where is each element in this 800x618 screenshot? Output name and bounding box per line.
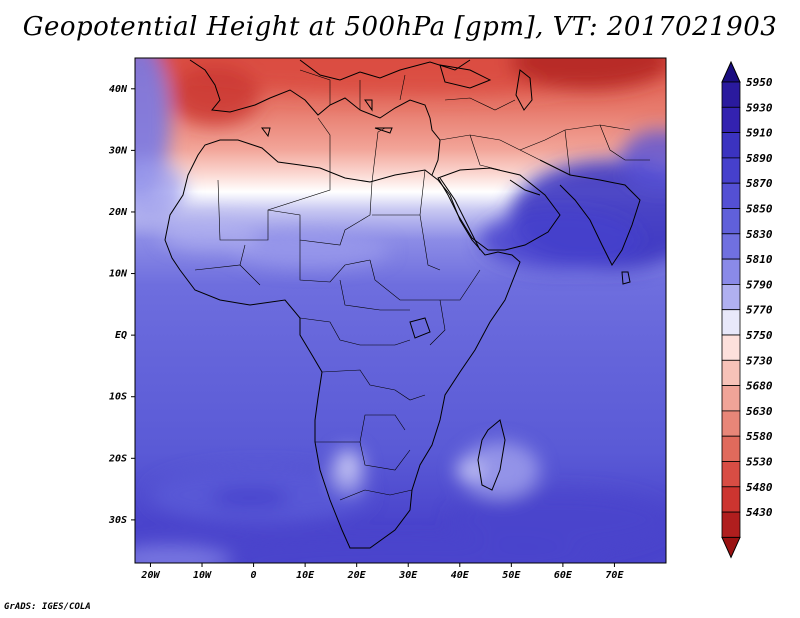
colorbar-swatch [721,157,741,184]
colorbar-swatch [721,511,741,538]
colorbar-label: 5850 [746,203,773,216]
colorbar-swatch [721,410,741,437]
colorbar-swatch [721,106,741,134]
lat-tick-label: 10N [109,269,128,280]
plot-frame [134,57,667,564]
colorbar-label: 5530 [746,456,773,469]
colorbar-label: 5810 [746,253,773,266]
lon-tick-label: 40E [451,570,470,581]
colorbar-swatch [721,208,741,235]
colorbar-label: 5580 [746,430,773,443]
colorbar-label: 5680 [746,380,773,393]
lon-tick-label: 20E [347,570,367,581]
colorbar: 5950 5930 5910 5890 5870 5850 5830 5810 5790 5770… [721,60,773,559]
colorbar-label: 5950 [746,76,773,89]
colorbar-swatch [721,435,741,462]
colorbar-swatch [721,258,741,285]
colorbar-min-triangle [721,536,741,559]
colorbar-swatch [721,486,741,513]
colorbar-label: 5910 [746,127,773,140]
colorbar-label: 5730 [746,354,773,367]
lat-tick-label: 20S [108,453,127,464]
colorbar-label: 5830 [746,228,773,241]
geopotential-field [135,58,666,563]
colorbar-swatch [721,182,741,209]
lat-tick-label: 30N [108,145,128,156]
colorbar-swatch [721,359,741,386]
country-borders [194,69,650,501]
colorbar-swatch [721,461,741,488]
colorbar-label: 5930 [746,101,773,114]
colorbar-swatch [721,334,741,361]
colorbar-label: 5630 [746,405,773,418]
lon-tick-label: 50E [502,570,521,581]
colorbar-label: 5890 [746,152,773,165]
lon-tick-label: 10E [296,570,315,581]
lon-tick-label: 60E [554,570,573,581]
lat-tick-label: EQ [115,330,127,341]
lat-tick-label: 20N [108,207,128,218]
lat-ticks: 40N 30N 20N 10N EQ 10S 20S 30S [108,84,135,526]
colorbar-swatch [721,132,741,159]
lon-ticks: 20W 10W 0 10E 20E 30E 40E 50E 60E 70E [140,563,624,581]
footer-credit: GrADS: IGES/COLA [4,602,91,612]
colorbar-label: 5790 [746,278,773,291]
colorbar-swatch [721,233,741,260]
colorbar-label: 5750 [746,329,773,342]
colorbar-label: 5430 [746,506,773,519]
lat-tick-label: 30S [108,515,127,526]
colorbar-swatch [721,309,741,336]
colorbar-label: 5870 [746,177,773,190]
colorbar-label: 5480 [746,481,773,494]
lon-tick-label: 30E [398,570,418,581]
colorbar-label: 5770 [746,304,773,317]
lon-tick-label: 0 [251,570,257,581]
chart-title: Geopotential Height at 500hPa [gpm], VT:… [22,12,778,42]
lat-tick-label: 40N [109,84,128,95]
coastlines [164,59,641,549]
lon-tick-label: 10W [193,570,212,581]
colorbar-max-triangle [721,60,741,83]
colorbar-swatch [721,385,741,412]
lon-tick-label: 70E [605,570,624,581]
lon-tick-label: 20W [140,570,160,581]
colorbar-swatch [721,81,741,108]
colorbar-swatch [721,283,741,311]
lat-tick-label: 10S [109,392,127,403]
